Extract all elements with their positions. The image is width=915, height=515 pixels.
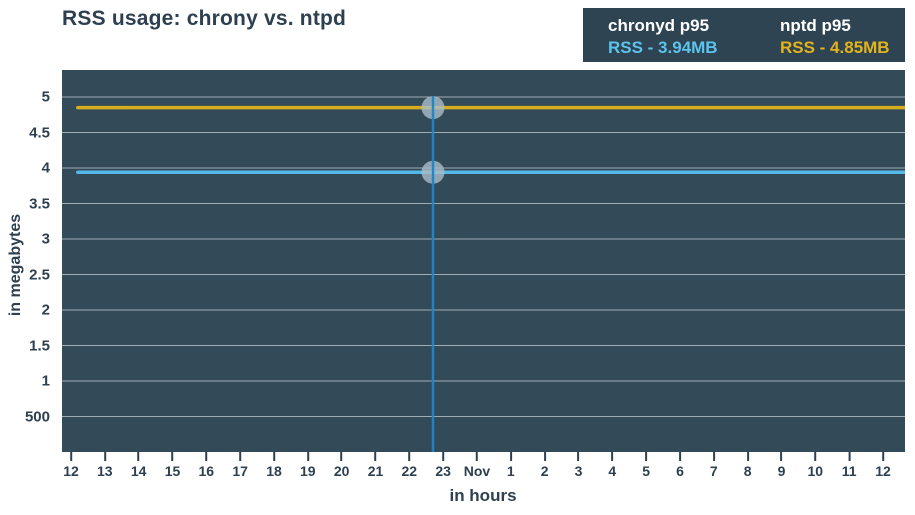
x-tick-label: 1 bbox=[506, 463, 515, 479]
legend-entry-nptd[interactable]: nptd p95 RSS - 4.85MB bbox=[780, 15, 890, 59]
x-tick-mark bbox=[780, 452, 783, 461]
x-tick-mark bbox=[137, 452, 140, 461]
x-tick-4: 4 bbox=[608, 452, 616, 479]
x-tick-15: 15 bbox=[164, 452, 181, 479]
x-tick-label: 16 bbox=[198, 463, 215, 479]
legend-entry-value: RSS - 3.94MB bbox=[608, 38, 718, 57]
y-tick-label-4.5: 4.5 bbox=[29, 124, 50, 141]
y-tick-label-2: 2 bbox=[41, 301, 50, 319]
x-tick-23: 23 bbox=[435, 452, 451, 479]
x-tick-mark bbox=[645, 452, 648, 461]
x-tick-label: 3 bbox=[574, 463, 583, 479]
x-tick-label: 23 bbox=[435, 463, 451, 479]
x-tick-mark bbox=[69, 452, 72, 461]
chart-canvas bbox=[62, 96, 905, 452]
x-tick-18: 18 bbox=[266, 452, 282, 479]
y-tick-label-3.5: 3.5 bbox=[29, 195, 50, 212]
x-tick-6: 6 bbox=[676, 452, 684, 479]
x-tick-label: 8 bbox=[743, 463, 752, 479]
x-tick-label: 20 bbox=[333, 463, 350, 479]
x-tick-2: 2 bbox=[541, 452, 549, 479]
x-tick-5: 5 bbox=[642, 452, 650, 479]
x-tick-label: 5 bbox=[642, 463, 651, 479]
plot-area[interactable] bbox=[62, 70, 905, 452]
x-tick-mark bbox=[678, 452, 681, 461]
x-tick-label: 22 bbox=[401, 463, 418, 479]
x-tick-mark bbox=[306, 452, 309, 461]
x-tick-label: 2 bbox=[540, 463, 549, 479]
x-tick-mark bbox=[103, 452, 106, 461]
x-tick-label: 13 bbox=[97, 463, 113, 479]
x-tick-mark bbox=[239, 452, 242, 461]
legend-entry-chronyd[interactable]: chronyd p95 RSS - 3.94MB bbox=[608, 15, 780, 59]
x-tick-9: 9 bbox=[777, 452, 786, 479]
x-tick-label: 9 bbox=[777, 463, 786, 479]
x-tick-mark bbox=[746, 452, 749, 461]
x-tick-label: 7 bbox=[709, 463, 718, 479]
x-tick-label: 19 bbox=[300, 463, 316, 479]
x-tick-12: 12 bbox=[63, 452, 79, 479]
x-tick-mark bbox=[543, 452, 546, 461]
x-tick-17: 17 bbox=[232, 452, 248, 479]
x-tick-Nov: Nov bbox=[464, 452, 490, 479]
x-tick-label: 4 bbox=[608, 463, 617, 479]
x-tick-21: 21 bbox=[367, 452, 384, 479]
x-tick-label: 10 bbox=[807, 463, 824, 479]
legend-entry-name: chronyd p95 bbox=[608, 16, 710, 35]
x-tick-label: 12 bbox=[63, 463, 79, 479]
x-tick-14: 14 bbox=[130, 452, 147, 479]
x-axis-title: in hours bbox=[449, 486, 517, 505]
y-tick-label-1: 1 bbox=[41, 372, 50, 390]
x-tick-mark bbox=[171, 452, 174, 461]
x-tick-mark bbox=[340, 452, 343, 461]
x-tick-mark bbox=[881, 452, 884, 461]
y-tick-label-3: 3 bbox=[41, 230, 50, 248]
x-tick-16: 16 bbox=[198, 452, 215, 479]
y-tick-label-4: 4 bbox=[41, 159, 50, 177]
x-tick-label: 17 bbox=[232, 463, 248, 479]
x-tick-mark bbox=[712, 452, 715, 461]
x-tick-10: 10 bbox=[807, 452, 824, 479]
y-tick-label-1.5: 1.5 bbox=[29, 337, 50, 354]
x-tick-20: 20 bbox=[333, 452, 350, 479]
x-tick-19: 19 bbox=[300, 452, 316, 479]
x-tick-mark bbox=[611, 452, 614, 461]
x-tick-mark bbox=[577, 452, 580, 461]
x-tick-mark bbox=[848, 452, 851, 461]
y-axis-tick-labels: 500 1 1.5 2 2.5 3 3.5 4 4.5 5 bbox=[0, 70, 56, 452]
x-tick-mark bbox=[814, 452, 817, 461]
y-tick-label-5: 5 bbox=[41, 88, 50, 106]
x-tick-mark bbox=[205, 452, 208, 461]
x-tick-22: 22 bbox=[401, 452, 418, 479]
x-tick-label: 6 bbox=[676, 463, 684, 479]
x-tick-12: 12 bbox=[875, 452, 891, 479]
x-axis-tick-labels: 12 13 14 15 16 17 18 19 20 21 22 23 Nov 1 2 3 4 5 6 7 8 9 10 11… bbox=[62, 452, 905, 488]
x-tick-mark bbox=[509, 452, 512, 461]
y-tick-label-2.5: 2.5 bbox=[29, 266, 50, 283]
x-tick-label: 11 bbox=[841, 463, 857, 479]
x-tick-mark bbox=[374, 452, 377, 461]
x-tick-label: 12 bbox=[875, 463, 891, 479]
legend-entry-value: RSS - 4.85MB bbox=[780, 38, 890, 57]
x-tick-label: 18 bbox=[266, 463, 282, 479]
x-tick-mark bbox=[272, 452, 275, 461]
x-tick-label: Nov bbox=[463, 463, 491, 479]
x-tick-8: 8 bbox=[744, 452, 752, 479]
x-tick-mark bbox=[442, 452, 445, 461]
y-tick-label-500: 500 bbox=[24, 408, 50, 425]
chart-legend: chronyd p95 RSS - 3.94MB nptd p95 RSS - … bbox=[583, 8, 905, 62]
x-tick-11: 11 bbox=[842, 452, 857, 479]
chart-title: RSS usage: chrony vs. ntpd bbox=[62, 7, 347, 30]
x-tick-mark bbox=[408, 452, 411, 461]
x-tick-13: 13 bbox=[97, 452, 113, 479]
x-tick-7: 7 bbox=[710, 452, 718, 479]
x-tick-3: 3 bbox=[574, 452, 583, 479]
x-tick-label: 21 bbox=[367, 463, 384, 479]
legend-entry-name: nptd p95 bbox=[780, 16, 851, 35]
x-tick-1: 1 bbox=[507, 452, 515, 479]
x-tick-label: 15 bbox=[164, 463, 181, 479]
x-tick-label: 14 bbox=[130, 463, 147, 479]
x-tick-mark bbox=[475, 452, 478, 461]
